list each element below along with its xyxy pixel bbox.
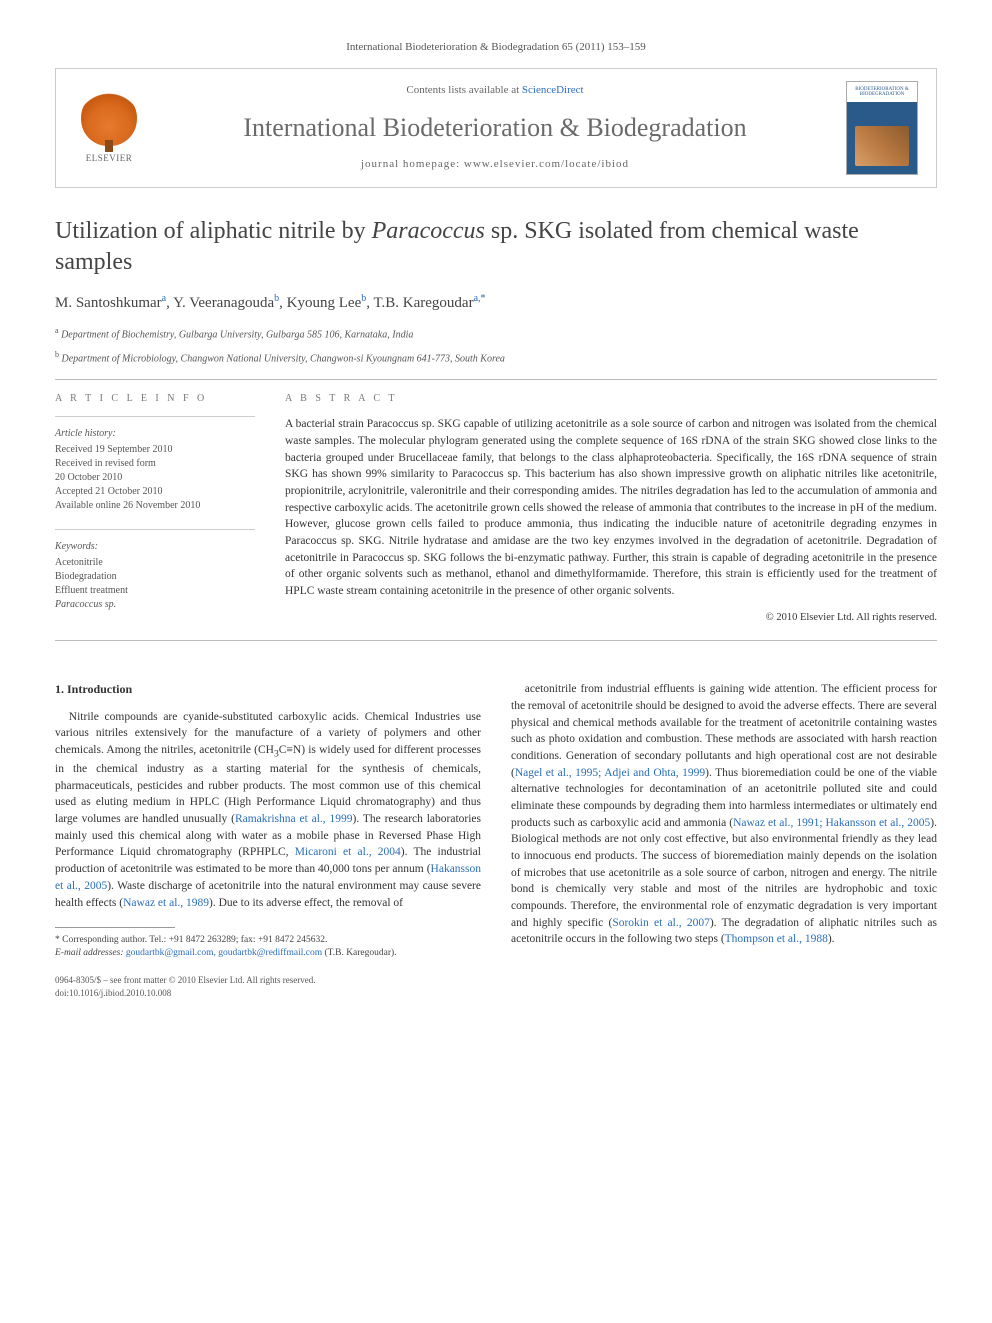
bottom-meta: 0964-8305/$ – see front matter © 2010 El… xyxy=(55,974,481,1000)
body-paragraph: acetonitrile from industrial effluents i… xyxy=(511,681,937,948)
affiliation-b: b Department of Microbiology, Changwon N… xyxy=(55,349,937,367)
divider xyxy=(55,379,937,380)
history-head: Article history: xyxy=(55,427,255,441)
elsevier-logo: ELSEVIER xyxy=(74,88,144,168)
keyword: Paracoccus sp. xyxy=(55,599,116,610)
citation-link[interactable]: Ramakrishna et al., 1999 xyxy=(235,813,353,825)
abstract-copyright: © 2010 Elsevier Ltd. All rights reserved… xyxy=(285,610,937,625)
running-head: International Biodeterioration & Biodegr… xyxy=(55,40,937,56)
body-paragraph: Nitrile compounds are cyanide-substitute… xyxy=(55,709,481,912)
history-line: Accepted 21 October 2010 xyxy=(55,485,255,499)
author-2: Y. Veeranagoudab xyxy=(173,295,279,311)
author-3: Kyoung Leeb xyxy=(287,295,367,311)
footnotes: * Corresponding author. Tel.: +91 8472 2… xyxy=(55,934,481,960)
keyword: Biodegradation xyxy=(55,570,255,584)
history-line: 20 October 2010 xyxy=(55,471,255,485)
elsevier-tree-icon xyxy=(81,90,137,146)
title-pre: Utilization of aliphatic nitrile by xyxy=(55,218,372,244)
article-info-column: A R T I C L E I N F O Article history: R… xyxy=(55,392,255,629)
article-title: Utilization of aliphatic nitrile by Para… xyxy=(55,216,937,278)
article-info-heading: A R T I C L E I N F O xyxy=(55,392,255,407)
abstract-column: A B S T R A C T A bacterial strain Parac… xyxy=(285,392,937,629)
corresponding-star-icon: * xyxy=(481,293,486,304)
homepage-url[interactable]: www.elsevier.com/locate/ibiod xyxy=(464,158,629,170)
cover-caption: BIODETERIORATION & BIODEGRADATION xyxy=(855,87,908,98)
history-line: Received 19 September 2010 xyxy=(55,443,255,457)
citation-link[interactable]: Nawaz et al., 1991; Hakansson et al., 20… xyxy=(733,817,930,829)
history-line: Received in revised form xyxy=(55,457,255,471)
author-4: T.B. Karegoudara,* xyxy=(373,295,485,311)
citation-link[interactable]: Thompson et al., 1988 xyxy=(725,933,828,945)
title-genus: Paracoccus xyxy=(372,218,485,244)
keywords-head: Keywords: xyxy=(55,540,255,554)
article-history-block: Article history: Received 19 September 2… xyxy=(55,427,255,513)
keyword: Acetonitrile xyxy=(55,556,255,570)
journal-title: International Biodeterioration & Biodegr… xyxy=(162,109,828,147)
citation-link[interactable]: Nawaz et al., 1989 xyxy=(123,897,209,909)
body-two-column: 1. Introduction Nitrile compounds are cy… xyxy=(55,681,937,1000)
elsevier-label: ELSEVIER xyxy=(86,152,133,165)
sciencedirect-link[interactable]: ScienceDirect xyxy=(522,84,584,96)
issn-line: 0964-8305/$ – see front matter © 2010 El… xyxy=(55,974,481,987)
corresponding-author-note: * Corresponding author. Tel.: +91 8472 2… xyxy=(55,934,481,947)
contents-prefix: Contents lists available at xyxy=(406,84,521,96)
journal-banner: ELSEVIER Contents lists available at Sci… xyxy=(55,68,937,188)
journal-homepage-line: journal homepage: www.elsevier.com/locat… xyxy=(162,157,828,173)
citation-link[interactable]: Micaroni et al., 2004 xyxy=(295,846,401,858)
homepage-prefix: journal homepage: xyxy=(361,158,464,170)
section-heading: 1. Introduction xyxy=(55,681,481,698)
email-addresses-line: E-mail addresses: goudartbk@gmail.com, g… xyxy=(55,947,481,960)
citation-link[interactable]: Sorokin et al., 2007 xyxy=(612,917,710,929)
contents-lists-line: Contents lists available at ScienceDirec… xyxy=(162,83,828,99)
author-1: M. Santoshkumara xyxy=(55,295,166,311)
authors-line: M. Santoshkumara, Y. Veeranagoudab, Kyou… xyxy=(55,292,937,315)
doi-line: doi:10.1016/j.ibiod.2010.10.008 xyxy=(55,987,481,1000)
email-link[interactable]: goudartbk@gmail.com, goudartbk@rediffmai… xyxy=(126,948,322,958)
abstract-heading: A B S T R A C T xyxy=(285,392,937,407)
cover-image-icon xyxy=(855,126,909,166)
abstract-text: A bacterial strain Paracoccus sp. SKG ca… xyxy=(285,416,937,599)
body-col-left: 1. Introduction Nitrile compounds are cy… xyxy=(55,681,481,1000)
citation-link[interactable]: Nagel et al., 1995; Adjei and Ohta, 1999 xyxy=(515,767,705,779)
journal-cover-thumb: BIODETERIORATION & BIODEGRADATION xyxy=(846,81,918,175)
body-col-right: acetonitrile from industrial effluents i… xyxy=(511,681,937,1000)
footnote-rule xyxy=(55,927,175,928)
history-line: Available online 26 November 2010 xyxy=(55,499,255,513)
keyword: Effluent treatment xyxy=(55,584,255,598)
divider xyxy=(55,640,937,641)
keywords-block: Keywords: Acetonitrile Biodegradation Ef… xyxy=(55,540,255,612)
affiliation-a: a Department of Biochemistry, Gulbarga U… xyxy=(55,325,937,343)
citation-link[interactable]: Hakansson et al., 2005 xyxy=(55,863,481,892)
